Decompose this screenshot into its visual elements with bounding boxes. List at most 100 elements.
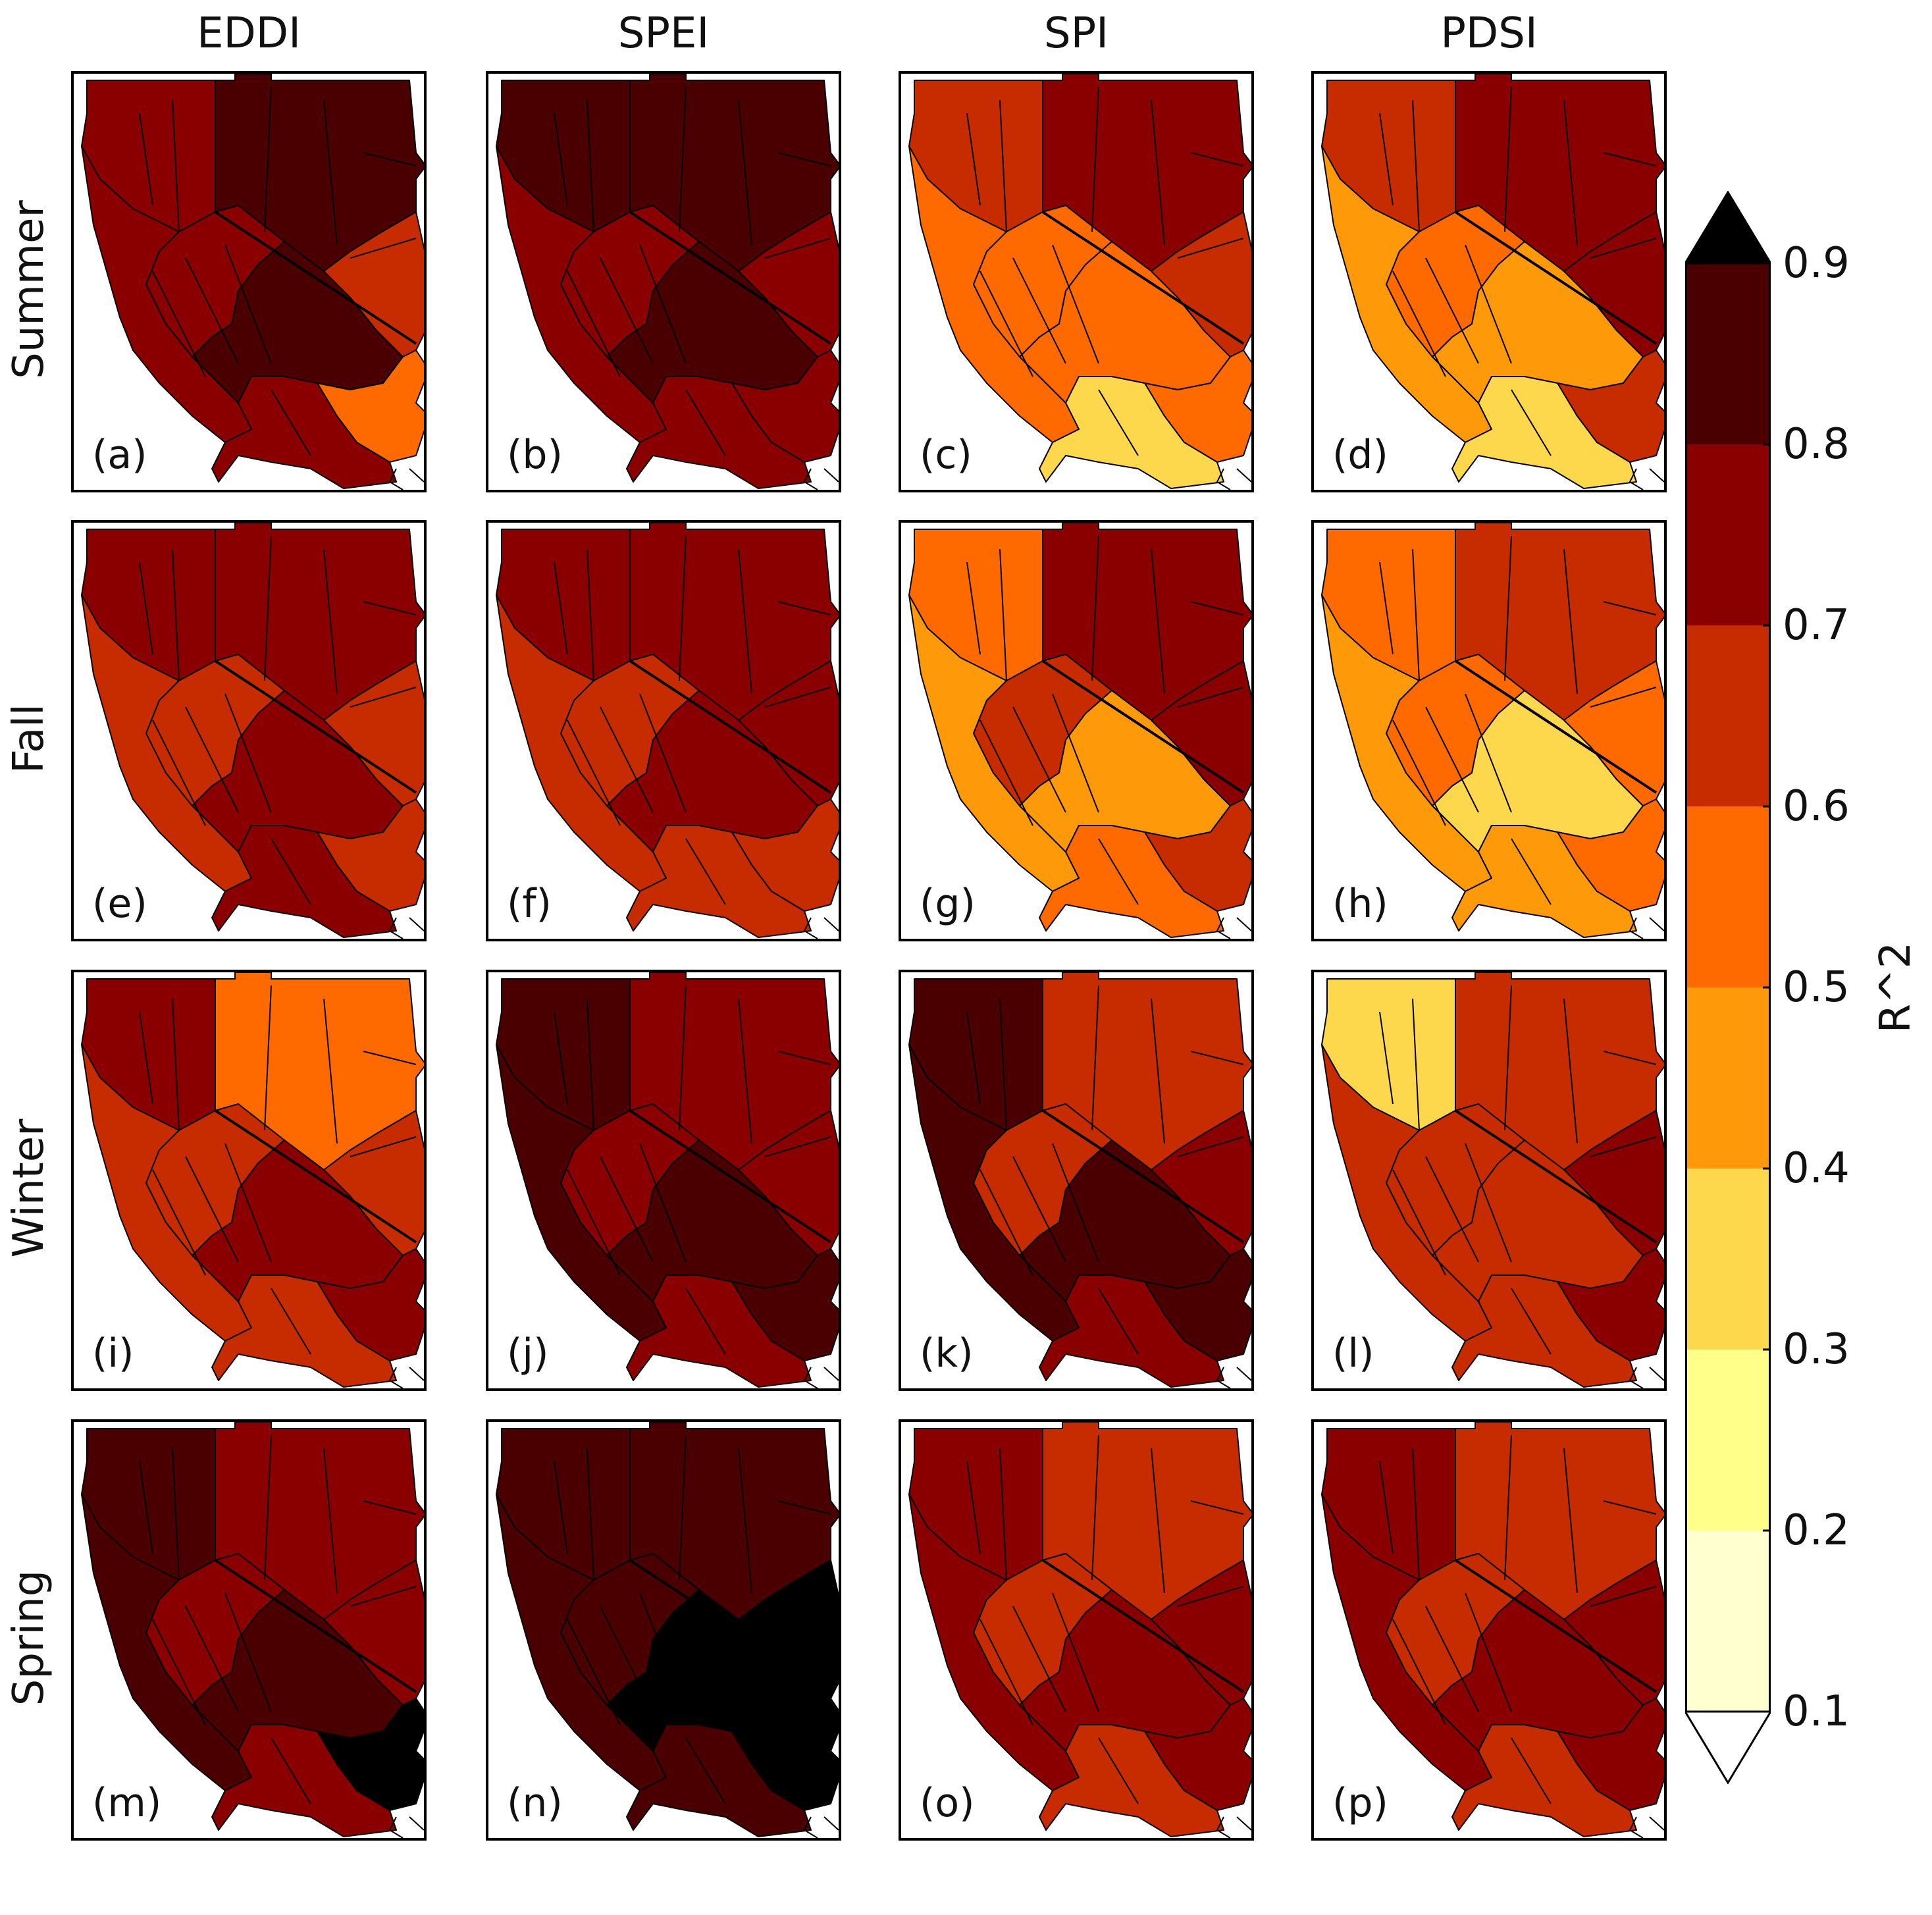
- boundary-line: [1465, 1143, 1512, 1263]
- boundary-line: [1504, 86, 1512, 232]
- boundary-line: [999, 1448, 1007, 1581]
- boundary-line: [1412, 1448, 1420, 1581]
- boundary-line: [1425, 1606, 1479, 1712]
- boundary-line: [1091, 1434, 1099, 1581]
- watershed-region-south: [211, 1274, 397, 1388]
- boundary-line: [1098, 838, 1139, 905]
- boundary-line: [1392, 720, 1446, 826]
- boundary-line: [1465, 1592, 1512, 1712]
- boundary-line: [1098, 389, 1139, 456]
- neighbor-outline: [803, 468, 839, 490]
- neighbor-outline: [803, 1367, 839, 1388]
- boundary-line: [966, 562, 981, 655]
- colorbar-bin: [1685, 263, 1771, 445]
- boundary-line: [764, 1586, 831, 1607]
- boundary-line: [1465, 693, 1512, 813]
- boundary-line: [554, 113, 568, 206]
- panel-label: (n): [507, 1780, 563, 1826]
- boundary-line: [350, 1586, 417, 1607]
- watershed-region-south: [211, 1724, 397, 1837]
- boundary-line: [185, 1606, 239, 1712]
- boundary-line: [1151, 548, 1165, 695]
- map-panel: (e): [71, 520, 427, 941]
- colorbar-over-extension: [1685, 191, 1771, 265]
- boundary-line: [966, 1461, 981, 1554]
- boundary-line: [1504, 1434, 1512, 1581]
- boundary-line: [679, 535, 687, 681]
- boundary-line: [350, 687, 417, 708]
- boundary-line: [600, 1156, 654, 1263]
- panel-label: (b): [507, 432, 563, 478]
- boundary-line: [224, 693, 272, 813]
- boundary-line: [639, 693, 687, 813]
- row-title-fall: Fall: [5, 704, 53, 774]
- boundary-line: [777, 601, 831, 616]
- neighbor-outline: [1629, 1816, 1664, 1838]
- state-map: [908, 1422, 1251, 1838]
- boundary-line: [1091, 535, 1099, 681]
- boundary-line: [1563, 1448, 1578, 1594]
- boundary-line: [738, 998, 752, 1144]
- boundary-line: [185, 1156, 239, 1263]
- neighbor-outline: [1216, 917, 1251, 939]
- boundary-line: [1590, 1586, 1657, 1607]
- colorbar-bin: [1685, 806, 1771, 988]
- boundary-line: [777, 152, 831, 167]
- boundary-line: [685, 389, 726, 456]
- boundary-line: [764, 687, 831, 708]
- state-map: [908, 523, 1251, 939]
- state-map: [908, 74, 1251, 490]
- boundary-line: [685, 1737, 726, 1804]
- boundary-line: [1412, 548, 1420, 681]
- watershed-region-south: [211, 825, 397, 938]
- boundary-line: [639, 1592, 687, 1712]
- state-map: [496, 972, 839, 1388]
- boundary-line: [1190, 152, 1244, 167]
- boundary-line: [1590, 687, 1657, 708]
- boundary-line: [567, 1619, 621, 1725]
- boundary-line: [1412, 998, 1420, 1131]
- boundary-line: [1504, 985, 1512, 1131]
- map-panel: (i): [71, 970, 427, 1391]
- map-panel: (f): [486, 520, 841, 941]
- boundary-line: [1012, 706, 1066, 813]
- neighbor-outline: [1216, 1367, 1251, 1388]
- boundary-line: [600, 257, 654, 364]
- boundary-line: [1190, 601, 1244, 616]
- map-panel: (m): [71, 1419, 427, 1841]
- boundary-line: [738, 99, 752, 246]
- boundary-line: [1425, 257, 1479, 364]
- map-panel: (l): [1311, 970, 1667, 1391]
- boundary-line: [777, 1051, 831, 1065]
- state-border: [629, 1559, 832, 1693]
- boundary-line: [363, 601, 417, 616]
- boundary-line: [1177, 687, 1244, 708]
- panel-label: (l): [1332, 1330, 1374, 1377]
- boundary-line: [679, 1434, 687, 1581]
- map-panel: (a): [71, 71, 427, 492]
- boundary-line: [139, 1011, 153, 1105]
- boundary-line: [554, 1011, 568, 1105]
- neighbor-outline: [388, 1816, 424, 1838]
- boundary-line: [685, 838, 726, 905]
- colorbar: [1685, 191, 1771, 1784]
- boundary-line: [587, 99, 594, 232]
- boundary-line: [264, 535, 272, 681]
- row-title-summer: Summer: [5, 200, 53, 379]
- boundary-line: [1603, 152, 1657, 167]
- boundary-line: [1563, 99, 1578, 246]
- map-panel: (j): [486, 970, 841, 1391]
- neighbor-outline: [388, 1367, 424, 1388]
- boundary-line: [979, 720, 1033, 826]
- boundary-line: [764, 238, 831, 259]
- state-border: [1454, 1559, 1658, 1693]
- map-panel: (d): [1311, 71, 1667, 492]
- boundary-line: [1412, 99, 1420, 232]
- panel-label: (a): [92, 432, 147, 478]
- boundary-line: [185, 706, 239, 813]
- colorbar-tick-label: 0.1: [1783, 1687, 1850, 1736]
- state-border: [214, 1109, 417, 1244]
- boundary-line: [1151, 998, 1165, 1144]
- colorbar-tick-label: 0.8: [1783, 420, 1850, 469]
- panel-label: (j): [507, 1330, 549, 1377]
